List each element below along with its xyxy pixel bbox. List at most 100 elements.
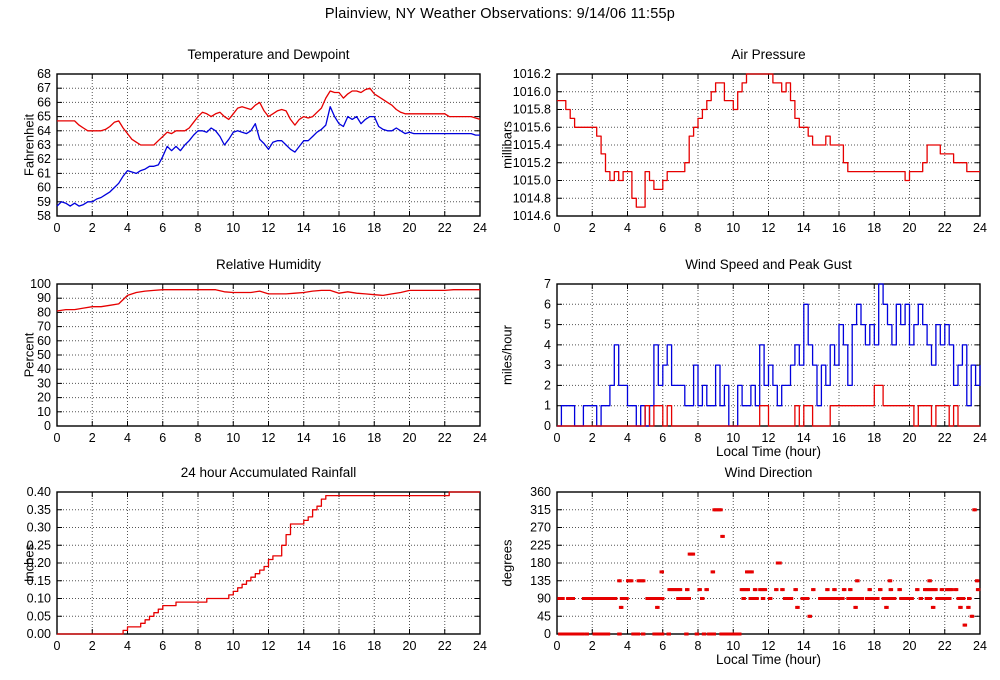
svg-text:6: 6 — [659, 639, 666, 653]
svg-text:20: 20 — [903, 639, 917, 653]
svg-text:58: 58 — [37, 209, 51, 223]
svg-text:22: 22 — [438, 639, 452, 653]
svg-text:10: 10 — [726, 639, 740, 653]
chart-relative-humidity: 0 2 4 6 8 10 12 14 16 18 20 22 24 0 10 20 30 40 50 60 70 80 90… — [0, 248, 500, 466]
svg-text:20: 20 — [37, 391, 51, 405]
page-title: Plainview, NY Weather Observations: 9/14… — [324, 6, 676, 22]
svg-text:50: 50 — [37, 348, 51, 362]
wind-direction-plot: 0 2 4 6 8 10 12 14 16 18 20 22 240459013518022527031… — [530, 485, 987, 653]
svg-text:1016.2: 1016.2 — [513, 67, 551, 81]
chart-title: Wind Speed and Peak Gust — [685, 257, 852, 272]
svg-text:2: 2 — [89, 431, 96, 445]
svg-text:22: 22 — [438, 221, 452, 235]
air-pressure-plot: 0 2 4 6 8 10 12 14 16 18 20 22 241014.61014.81015.01… — [513, 67, 987, 235]
svg-text:2: 2 — [89, 639, 96, 653]
svg-text:64: 64 — [37, 124, 51, 138]
svg-text:0.05: 0.05 — [27, 609, 51, 623]
svg-text:0: 0 — [54, 221, 61, 235]
svg-text:16: 16 — [832, 639, 846, 653]
svg-text:20: 20 — [403, 431, 417, 445]
svg-text:6: 6 — [544, 297, 551, 311]
svg-text:18: 18 — [867, 431, 881, 445]
svg-text:90: 90 — [537, 592, 551, 606]
chart-title: 24 hour Accumulated Rainfall — [180, 465, 357, 480]
svg-text:4: 4 — [624, 639, 631, 653]
svg-text:90: 90 — [37, 291, 51, 305]
svg-text:30: 30 — [37, 376, 51, 390]
svg-text:24: 24 — [473, 639, 487, 653]
svg-text:18: 18 — [367, 431, 381, 445]
svg-text:6: 6 — [159, 221, 166, 235]
svg-text:12: 12 — [262, 221, 276, 235]
svg-text:0: 0 — [554, 221, 561, 235]
svg-text:4: 4 — [624, 431, 631, 445]
svg-text:61: 61 — [37, 166, 51, 180]
svg-text:0: 0 — [54, 639, 61, 653]
svg-text:24: 24 — [473, 221, 487, 235]
svg-text:0.20: 0.20 — [27, 556, 51, 570]
svg-text:0.30: 0.30 — [27, 521, 51, 535]
svg-text:4: 4 — [124, 639, 131, 653]
svg-text:0: 0 — [54, 431, 61, 445]
svg-text:12: 12 — [762, 639, 776, 653]
svg-text:0.15: 0.15 — [27, 574, 51, 588]
svg-text:12: 12 — [262, 639, 276, 653]
svg-text:65: 65 — [37, 110, 51, 124]
chart-title: Temperature and Dewpoint — [187, 47, 350, 62]
svg-text:0.35: 0.35 — [27, 503, 51, 517]
y-axis-label: Percent — [21, 332, 37, 378]
svg-text:10: 10 — [37, 405, 51, 419]
svg-text:0: 0 — [554, 639, 561, 653]
svg-text:1015.0: 1015.0 — [513, 174, 551, 188]
svg-text:7: 7 — [544, 277, 551, 291]
svg-text:10: 10 — [226, 221, 240, 235]
svg-text:20: 20 — [903, 221, 917, 235]
svg-text:16: 16 — [332, 639, 346, 653]
svg-text:14: 14 — [797, 221, 811, 235]
chart-title: Wind Direction — [724, 465, 813, 480]
svg-text:8: 8 — [195, 431, 202, 445]
svg-text:0: 0 — [544, 627, 551, 641]
svg-text:1014.6: 1014.6 — [513, 209, 551, 223]
temperature-dewpoint-plot: 0 2 4 6 8 10 12 14 16 18 20 22 245859606162636465666… — [37, 67, 487, 235]
svg-text:6: 6 — [159, 639, 166, 653]
svg-text:360: 360 — [530, 485, 551, 499]
svg-text:70: 70 — [37, 320, 51, 334]
svg-text:68: 68 — [37, 67, 51, 81]
svg-text:45: 45 — [537, 609, 551, 623]
svg-text:18: 18 — [867, 639, 881, 653]
svg-text:22: 22 — [938, 431, 952, 445]
svg-text:63: 63 — [37, 138, 51, 152]
svg-text:180: 180 — [530, 556, 551, 570]
chart-wind-speed-gust: 0 2 4 6 8 10 12 14 16 18 20 22 24 0 1 2 3 4 5 6 7 Wind Speed… — [500, 248, 1000, 466]
svg-text:16: 16 — [332, 431, 346, 445]
svg-text:0: 0 — [544, 419, 551, 433]
svg-text:8: 8 — [195, 639, 202, 653]
svg-text:12: 12 — [762, 431, 776, 445]
svg-text:8: 8 — [695, 639, 702, 653]
svg-text:14: 14 — [297, 431, 311, 445]
svg-text:62: 62 — [37, 152, 51, 166]
svg-text:14: 14 — [797, 431, 811, 445]
svg-text:10: 10 — [726, 221, 740, 235]
svg-text:3: 3 — [544, 358, 551, 372]
svg-text:24: 24 — [473, 431, 487, 445]
svg-text:6: 6 — [159, 431, 166, 445]
svg-text:135: 135 — [530, 574, 551, 588]
svg-text:2: 2 — [89, 221, 96, 235]
chart-wind-direction: 0 2 4 6 8 10 12 14 16 18 20 22 24 0 45 90 135 180 225 270 31… — [500, 456, 1000, 674]
svg-text:10: 10 — [226, 431, 240, 445]
y-axis-label: degrees — [499, 539, 515, 587]
svg-text:6: 6 — [659, 431, 666, 445]
svg-text:20: 20 — [403, 221, 417, 235]
svg-text:22: 22 — [438, 431, 452, 445]
svg-text:16: 16 — [832, 431, 846, 445]
svg-text:4: 4 — [124, 431, 131, 445]
svg-text:100: 100 — [30, 277, 51, 291]
svg-text:1015.8: 1015.8 — [513, 103, 551, 117]
svg-text:0.00: 0.00 — [27, 627, 51, 641]
svg-text:0: 0 — [554, 431, 561, 445]
svg-text:10: 10 — [226, 639, 240, 653]
svg-text:225: 225 — [530, 538, 551, 552]
